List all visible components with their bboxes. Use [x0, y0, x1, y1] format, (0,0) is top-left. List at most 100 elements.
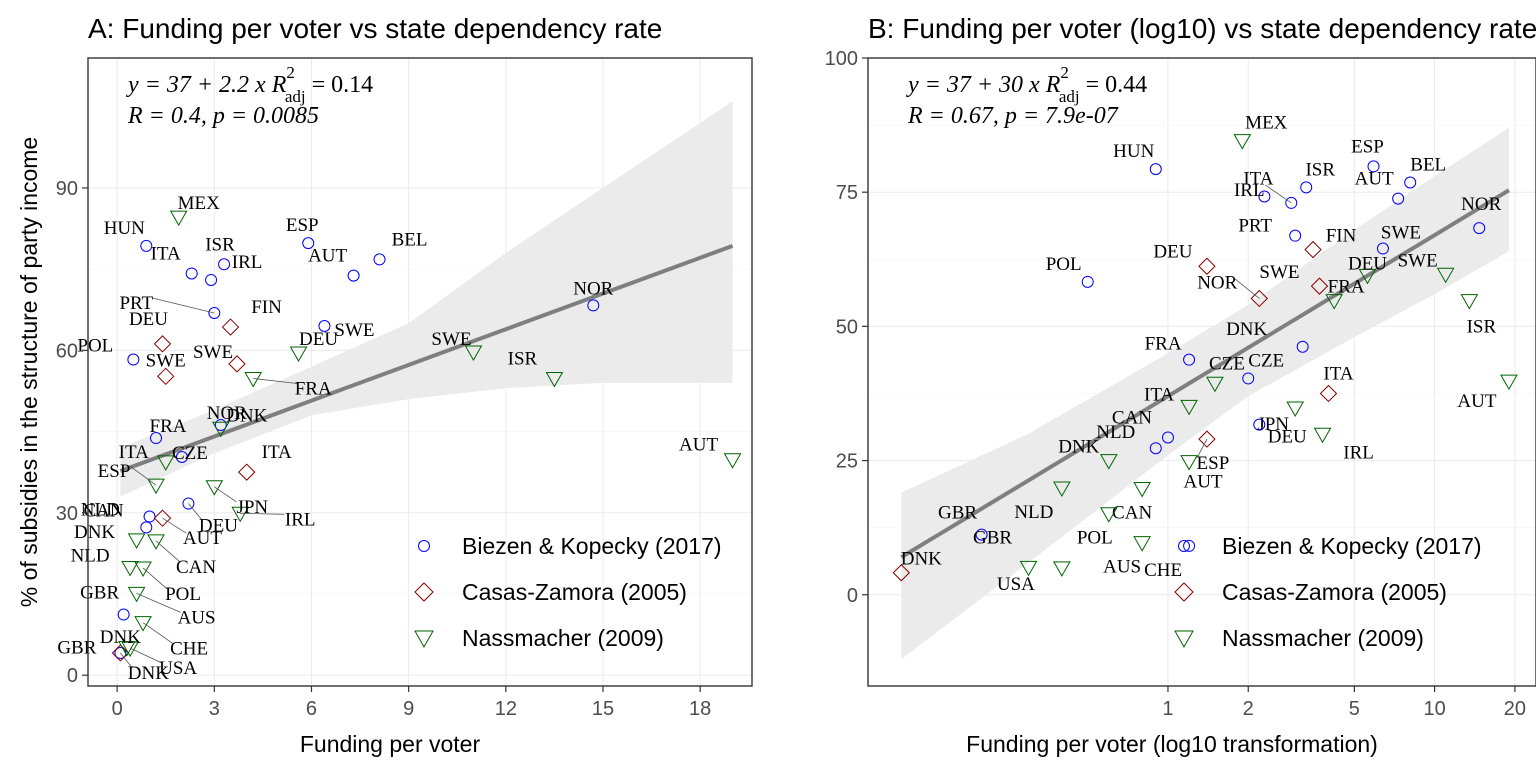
point-label-aut: AUT [308, 246, 347, 267]
point-jpn [205, 480, 224, 496]
panel-border [867, 57, 1536, 687]
point-esp [1198, 430, 1216, 448]
x-tick-label: 10 [1423, 698, 1445, 720]
point-label-gbr: GBR [57, 638, 96, 659]
point-label-che: CHE [170, 639, 208, 660]
point-label-ita: ITA [1243, 168, 1273, 189]
point-label-dnk: DNK [74, 522, 115, 543]
point-label-ita: ITA [262, 442, 292, 463]
point-label-dnk: DNK [100, 627, 141, 648]
point-gbr [975, 528, 988, 541]
y-tick-label: 30 [56, 503, 78, 525]
point-label-prt: PRT [119, 293, 153, 314]
legend-label: Biezen & Kopecky (2017) [1222, 533, 1482, 559]
label-leader [129, 647, 163, 664]
regression-line [900, 188, 1510, 559]
point-cze [175, 450, 188, 463]
point-nor [1473, 222, 1486, 235]
point-ita [1258, 190, 1271, 203]
point-label-pol: POL [1046, 254, 1082, 275]
x-tick-label: 15 [592, 698, 614, 720]
point-che [1183, 539, 1196, 552]
label-leader [129, 465, 157, 486]
point-label-pol: POL [77, 336, 113, 357]
legend-label: Biezen & Kopecky (2017) [462, 533, 722, 559]
point-swe [318, 319, 331, 332]
point-dnk [211, 421, 230, 438]
point-label-nor: NOR [573, 278, 613, 299]
point-label-irl: IRL [1343, 442, 1374, 463]
label-leader [142, 567, 168, 590]
equation-line-2: R = 0.4, p = 0.0085 [127, 103, 319, 129]
point-label-swe: SWE [334, 320, 374, 341]
point-label-swe: SWE [1398, 250, 1438, 271]
legend: Biezen & Kopecky (2017) Casas-Zamora (200… [414, 533, 722, 651]
point-label-deu: DEU [1268, 427, 1307, 448]
point-label-dnk: DNK [226, 405, 267, 426]
point-pol [1099, 507, 1118, 523]
y-tick-label: 0 [67, 665, 78, 687]
point-label-swe: SWE [1259, 262, 1299, 283]
legend-marker-triangle [414, 630, 434, 649]
point-nor [587, 299, 600, 312]
point-label-bel: BEL [1410, 155, 1446, 176]
x-axis-label: Funding per voter (log10 transformation) [966, 731, 1378, 757]
point-label-ita: ITA [119, 442, 149, 463]
point-label-isr: ISR [205, 234, 235, 255]
point-label-prt: PRT [1238, 216, 1272, 237]
point-ita [238, 463, 256, 481]
point-nld [140, 521, 153, 534]
x-tick-label: 6 [306, 698, 317, 720]
point-label-hun: HUN [1113, 141, 1154, 162]
y-tick-label: 0 [847, 585, 858, 607]
point-mex [169, 210, 188, 227]
x-tick-label: 18 [689, 698, 711, 720]
point-dnk [127, 533, 146, 549]
point-label-swe: SWE [1381, 223, 1421, 244]
point-label-aut: AUT [183, 528, 222, 549]
point-gbr [117, 608, 130, 621]
point-label-aus: AUS [1103, 557, 1141, 578]
point-label-esp: ESP [98, 461, 131, 482]
point-label-usa: USA [159, 658, 197, 679]
point-label-swe: SWE [193, 342, 233, 363]
point-deu [182, 497, 195, 510]
legend-marker-triangle [1174, 630, 1194, 649]
x-axis-label: Funding per voter [300, 731, 481, 757]
legend-marker-circle [418, 540, 430, 552]
point-label-deu: DEU [129, 309, 168, 330]
point-deu [1253, 418, 1266, 431]
point-nor [214, 419, 227, 432]
point-can [143, 510, 156, 523]
point-label-nor: NOR [1197, 272, 1237, 293]
label-leader [240, 512, 285, 515]
label-leader [136, 593, 181, 613]
point-aut [723, 453, 742, 469]
point-label-usa: USA [997, 574, 1035, 595]
point-label-hun: HUN [104, 218, 145, 239]
point-label-irl: IRL [232, 252, 263, 273]
point-label-mex: MEX [178, 193, 221, 214]
point-dnk [1099, 454, 1118, 470]
point-label-fra: FRA [295, 378, 332, 399]
point-esp [302, 237, 315, 250]
point-label-ita: ITA [1144, 384, 1174, 405]
point-label-can: CAN [83, 501, 123, 522]
point-label-cze: CZE [172, 443, 208, 464]
point-label-can: CAN [1112, 407, 1152, 428]
point-label-esp: ESP [1197, 453, 1230, 474]
point-label-aus: AUS [178, 607, 216, 628]
equation-superscript: 2 [286, 63, 295, 82]
point-cze [1206, 376, 1224, 393]
point-hun [1149, 163, 1162, 176]
label-leader [1233, 277, 1260, 299]
point-label-nld: NLD [1014, 502, 1053, 523]
point-usa [121, 641, 139, 658]
equation-line-1: y = 37 + 30 x R2 adj = 0.44 [906, 63, 1147, 106]
point-pol [1081, 275, 1094, 288]
x-tick-label: 0 [112, 698, 123, 720]
point-label-ita: ITA [151, 243, 181, 264]
label-leader [188, 503, 203, 521]
chart-title: A: Funding per voter vs state dependency… [88, 13, 662, 44]
point-swe [157, 367, 175, 386]
